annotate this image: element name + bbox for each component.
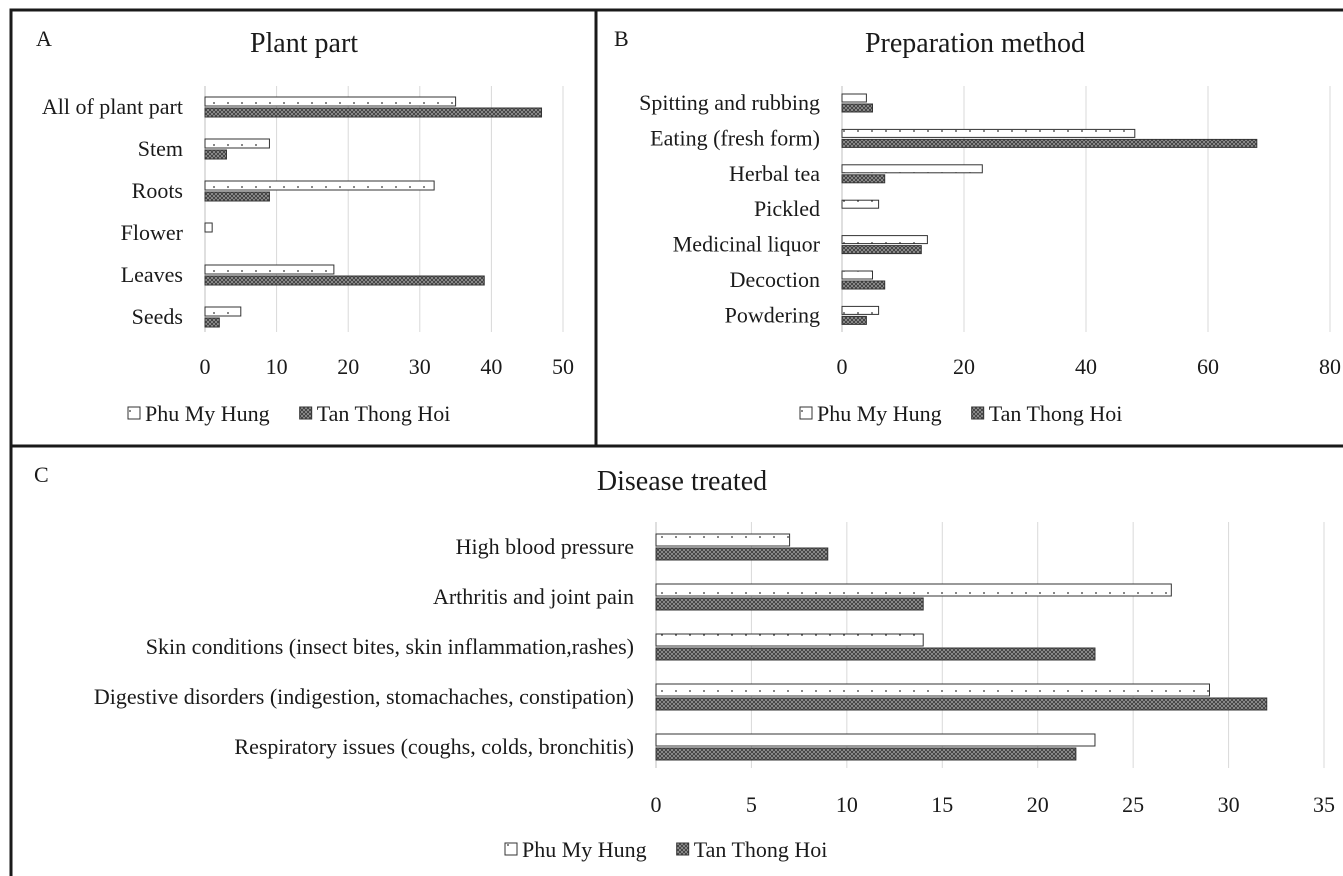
bar-tan-thong-hoi-medicinal-liquor: [841, 245, 922, 255]
panel-b-preparation-method: B Preparation method 0 20 40 60 80 Spitting and…: [614, 26, 1341, 426]
panel-letter: B: [614, 26, 629, 51]
legend: Phu My Hung Tan Thong Hoi: [799, 401, 1123, 426]
x-tick-label: 25: [1122, 792, 1144, 817]
x-tick-label: 40: [480, 354, 502, 379]
x-tick-label: 60: [1197, 354, 1219, 379]
bar-phu-my-hung-roots: [204, 180, 435, 191]
bar-phu-my-hung-eating-fresh-form: [841, 128, 1136, 138]
chart-title: Plant part: [250, 28, 358, 59]
bar-tan-thong-hoi-decoction: [841, 280, 886, 290]
category-label-seeds: Seeds: [132, 304, 183, 329]
bar-tan-thong-hoi-herbal-tea: [841, 174, 886, 184]
panel-a-plant-part: A Plant part 0 10 20 30 40 50 All of plant part S…: [36, 26, 574, 426]
x-tick-label: 0: [200, 354, 211, 379]
category-label-skin-conditions-insect-bites-skin-inflammation-rashes: Skin conditions (insect bites, skin infl…: [146, 634, 634, 659]
x-tick-label: 30: [409, 354, 431, 379]
panel-c-disease-treated: C Disease treated 0 5 10 15 20 25 30 35 High blood…: [34, 462, 1335, 862]
bar-tan-thong-hoi-powdering: [841, 315, 867, 325]
panel-borders: [9, 8, 1343, 876]
x-tick-label: 80: [1319, 354, 1341, 379]
bar-phu-my-hung-digestive-disorders-indigestion-stomachaches-constipation: [655, 683, 1210, 697]
x-tick-label: 15: [931, 792, 953, 817]
legend-swatch-phu-my-hung: [799, 406, 813, 420]
legend-swatch-phu-my-hung: [504, 842, 518, 856]
bar-tan-thong-hoi-high-blood-pressure: [655, 547, 829, 561]
x-tick-label: 40: [1075, 354, 1097, 379]
panel-letter: A: [36, 26, 52, 51]
bar-tan-thong-hoi-seeds: [204, 317, 220, 328]
category-label-respiratory-issues-coughs-colds-bronchitis: Respiratory issues (coughs, colds, bronc…: [234, 734, 634, 759]
bar-tan-thong-hoi-arthritis-and-joint-pain: [655, 597, 924, 611]
bar-tan-thong-hoi-roots: [204, 191, 270, 202]
bar-tan-thong-hoi-eating-fresh-form: [841, 138, 1258, 148]
bar-phu-my-hung-pickled: [841, 199, 880, 209]
category-label-arthritis-and-joint-pain: Arthritis and joint pain: [433, 584, 634, 609]
category-label-powdering: Powdering: [725, 302, 820, 327]
category-label-herbal-tea: Herbal tea: [729, 161, 820, 186]
category-label-eating-fresh-form: Eating (fresh form): [650, 125, 820, 150]
legend-label-phu-my-hung: Phu My Hung: [145, 401, 270, 426]
x-tick-label: 10: [836, 792, 858, 817]
bar-tan-thong-hoi-leaves: [204, 275, 485, 286]
legend-label-phu-my-hung: Phu My Hung: [817, 401, 942, 426]
x-tick-label: 0: [837, 354, 848, 379]
chart-title: Disease treated: [597, 466, 767, 497]
bar-phu-my-hung-medicinal-liquor: [841, 235, 928, 245]
x-tick-label: 20: [953, 354, 975, 379]
x-tick-label: 10: [266, 354, 288, 379]
category-label-high-blood-pressure: High blood pressure: [456, 534, 634, 559]
x-tick-label: 50: [552, 354, 574, 379]
chart-title: Preparation method: [865, 28, 1085, 59]
bar-tan-thong-hoi-spitting-and-rubbing: [841, 103, 873, 113]
category-label-medicinal-liquor: Medicinal liquor: [673, 232, 821, 257]
bar-phu-my-hung-decoction: [841, 270, 873, 280]
x-tick-label: 20: [337, 354, 359, 379]
category-label-decoction: Decoction: [730, 267, 820, 292]
category-label-all-of-plant-part: All of plant part: [42, 94, 183, 119]
bar-phu-my-hung-all-of-plant-part: [204, 96, 457, 107]
category-label-pickled: Pickled: [754, 196, 820, 221]
legend-label-phu-my-hung: Phu My Hung: [522, 837, 647, 862]
bar-phu-my-hung-seeds: [204, 306, 242, 317]
category-label-roots: Roots: [132, 178, 183, 203]
bar-phu-my-hung-herbal-tea: [841, 164, 983, 174]
legend-swatch-tan-thong-hoi: [299, 406, 313, 420]
bar-phu-my-hung-powdering: [841, 305, 880, 315]
category-label-digestive-disorders-indigestion-stomachaches-constipation: Digestive disorders (indigestion, stomac…: [94, 684, 634, 709]
legend-swatch-tan-thong-hoi: [676, 842, 690, 856]
bar-phu-my-hung-high-blood-pressure: [655, 533, 791, 547]
legend-label-tan-thong-hoi: Tan Thong Hoi: [989, 401, 1123, 426]
x-tick-label: 5: [746, 792, 757, 817]
legend-swatch-tan-thong-hoi: [971, 406, 985, 420]
bar-phu-my-hung-respiratory-issues-coughs-colds-bronchitis: [655, 733, 1096, 747]
x-tick-label: 30: [1218, 792, 1240, 817]
category-label-leaves: Leaves: [121, 262, 183, 287]
legend: Phu My Hung Tan Thong Hoi: [127, 401, 451, 426]
bar-tan-thong-hoi-stem: [204, 149, 227, 160]
bar-tan-thong-hoi-digestive-disorders-indigestion-stomachaches-constipation: [655, 697, 1268, 711]
x-tick-label: 35: [1313, 792, 1335, 817]
bar-phu-my-hung-stem: [204, 138, 270, 149]
x-tick-label: 0: [651, 792, 662, 817]
legend: Phu My Hung Tan Thong Hoi: [504, 837, 828, 862]
bar-tan-thong-hoi-skin-conditions-insect-bites-skin-inflammation-rashes: [655, 647, 1096, 661]
category-label-flower: Flower: [121, 220, 184, 245]
legend-label-tan-thong-hoi: Tan Thong Hoi: [317, 401, 451, 426]
category-label-spitting-and-rubbing: Spitting and rubbing: [639, 90, 820, 115]
figure-border: [9, 8, 1343, 876]
bar-phu-my-hung-skin-conditions-insect-bites-skin-inflammation-rashes: [655, 633, 924, 647]
bar-phu-my-hung-leaves: [204, 264, 335, 275]
x-tick-label: 20: [1027, 792, 1049, 817]
bar-phu-my-hung-arthritis-and-joint-pain: [655, 583, 1172, 597]
legend-label-tan-thong-hoi: Tan Thong Hoi: [694, 837, 828, 862]
panel-letter: C: [34, 462, 49, 487]
category-label-stem: Stem: [138, 136, 183, 161]
bar-tan-thong-hoi-respiratory-issues-coughs-colds-bronchitis: [655, 747, 1077, 761]
bar-phu-my-hung-flower: [204, 222, 213, 233]
bar-phu-my-hung-spitting-and-rubbing: [841, 93, 867, 103]
bar-tan-thong-hoi-all-of-plant-part: [204, 107, 543, 118]
legend-swatch-phu-my-hung: [127, 406, 141, 420]
